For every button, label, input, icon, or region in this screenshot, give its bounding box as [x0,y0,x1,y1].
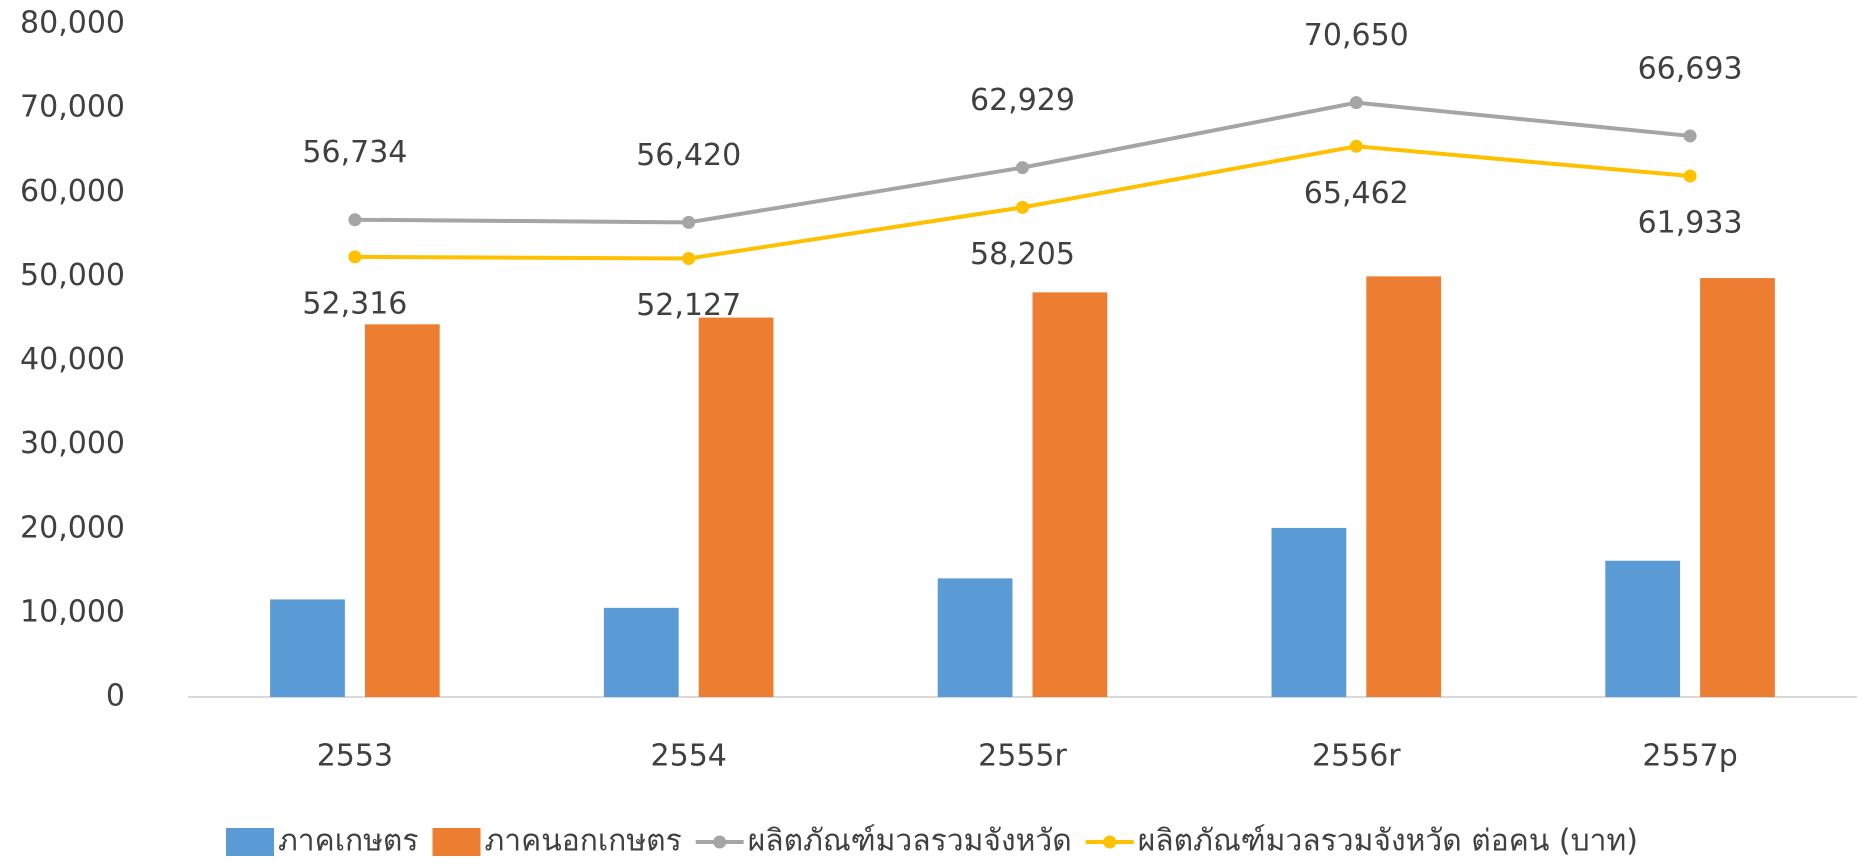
x-tick-label: 2554 [651,739,727,774]
y-tick-label: 80,000 [20,6,125,41]
point [682,215,696,229]
data-label: 58,205 [970,237,1075,272]
y-tick-label: 50,000 [20,258,125,293]
bar [1032,292,1108,697]
bar [1366,276,1442,697]
bar [937,578,1013,697]
bar [1605,560,1681,697]
x-tick-label: 2555r [978,739,1067,774]
bar [698,317,774,697]
point [348,213,362,227]
data-label: 56,734 [302,135,407,170]
legend-label: ผลิตภัณฑ์มวลรวมจังหวัด ต่อคน (บาท) [1138,824,1638,859]
point [682,251,696,265]
point [1349,96,1363,110]
legend-swatch [713,835,727,849]
y-tick-label: 20,000 [20,510,125,545]
legend-label: ผลิตภัณฑ์มวลรวมจังหวัด [748,824,1072,859]
y-tick-label: 30,000 [20,426,125,461]
legend-label: ภาคนอกเกษตร [485,824,682,859]
x-tick-label: 2557p [1642,739,1737,774]
legend-swatch [432,828,481,856]
legend-swatch [226,828,275,856]
y-tick-label: 0 [106,679,125,714]
point [348,250,362,264]
x-tick-label: 2553 [317,739,393,774]
point [1016,161,1029,175]
data-label: 52,316 [302,286,407,321]
y-tick-label: 60,000 [20,174,125,209]
point [1349,139,1363,153]
data-label: 61,933 [1638,205,1743,240]
data-label: 56,420 [636,138,741,173]
point [1683,169,1697,183]
legend-label: ภาคเกษตร [278,824,418,859]
legend-swatch [1103,835,1117,849]
y-tick-label: 10,000 [20,594,125,629]
data-label: 52,127 [636,288,741,323]
y-tick-label: 70,000 [20,90,125,125]
data-label: 70,650 [1304,18,1409,53]
x-tick-label: 2556r [1312,739,1401,774]
bar [270,599,345,697]
point [1683,129,1697,143]
bar [364,324,440,697]
y-tick-label: 40,000 [20,342,125,377]
bar [1700,278,1775,697]
data-label: 65,462 [1304,176,1409,211]
data-label: 62,929 [970,83,1075,118]
bar [603,607,679,697]
point [1016,200,1029,214]
bar [1271,527,1347,697]
data-label: 66,693 [1638,51,1743,86]
